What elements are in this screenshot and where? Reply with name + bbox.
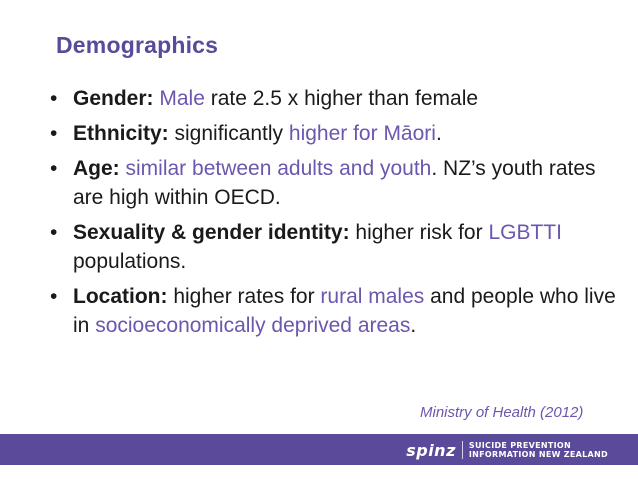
footer-bar: spinz SUICIDE PREVENTION INFORMATION NEW… [0, 434, 638, 465]
bullet-text: rate 2.5 x higher than female [204, 87, 479, 110]
logo-text: SUICIDE PREVENTION INFORMATION NEW ZEALA… [469, 441, 608, 459]
bullet-heading: Age: [73, 157, 120, 180]
bullet-dot-icon: • [50, 285, 58, 308]
logo-wordmark: spinz [406, 440, 456, 460]
slide-title: Demographics [56, 32, 219, 58]
bullet-text: significantly [168, 122, 289, 145]
bullet-item: • Ethnicity: significantly higher for Māo… [46, 119, 626, 148]
bullet-list: • Gender: Male rate 2.5 x higher than fem… [46, 84, 626, 346]
bullet-item: • Sexuality & gender identity: higher ris… [46, 218, 626, 276]
bullet-dot-icon: • [50, 157, 58, 180]
bullet-dot-icon: • [50, 221, 58, 244]
logo-line-1: SUICIDE PREVENTION [468, 441, 572, 450]
bullet-item: • Gender: Male rate 2.5 x higher than fem… [46, 84, 626, 113]
bullet-dot-icon: • [50, 87, 58, 110]
bullet-text: . NZ’s youth rates are high within OECD. [73, 157, 596, 209]
logo-line-2: INFORMATION NEW ZEALAND [468, 450, 608, 459]
bullet-text: . [410, 314, 417, 337]
bullet-item: • Location: higher rates for rural males … [46, 282, 626, 340]
bullet-text: higher risk for [349, 221, 489, 244]
bullet-highlight: socioeconomically deprived areas [95, 314, 411, 337]
bullet-text: . [435, 122, 442, 145]
bullet-text: populations. [73, 250, 187, 273]
bullet-highlight: higher for Māori [288, 122, 436, 145]
bullet-heading: Sexuality & gender identity: [73, 221, 350, 244]
bullet-highlight: similar between adults and youth [125, 157, 432, 180]
spinz-logo: spinz SUICIDE PREVENTION INFORMATION NEW… [406, 439, 608, 461]
bullet-highlight: LGBTTI [488, 221, 562, 244]
bullet-heading: Location: [73, 285, 168, 308]
bullet-text: and people who live in [73, 285, 616, 337]
citation: Ministry of Health (2012) [420, 404, 584, 421]
bullet-heading: Ethnicity: [73, 122, 169, 145]
bullet-item: • Age: similar between adults and youth. … [46, 154, 626, 212]
bullet-heading: Gender: [73, 87, 154, 110]
bullet-dot-icon: • [50, 122, 58, 145]
bullet-highlight: Male [159, 87, 205, 110]
bullet-text: higher rates for [167, 285, 321, 308]
bullet-highlight: rural males [320, 285, 425, 308]
logo-divider [461, 441, 463, 459]
